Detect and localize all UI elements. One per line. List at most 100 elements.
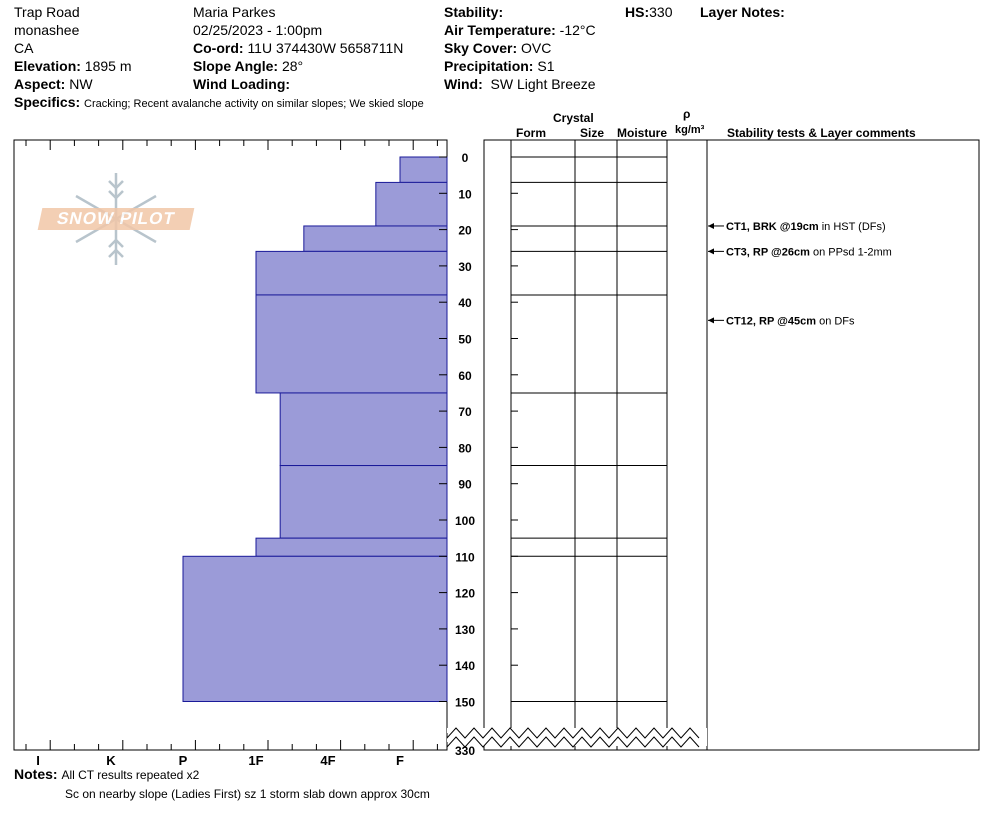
precipitation-value: S1 <box>537 58 555 74</box>
form-header: Form <box>516 126 546 140</box>
hardness-layer-bar <box>279 392 448 467</box>
slope-label: Slope Angle: <box>193 58 279 74</box>
layer-notes-label: Layer Notes: <box>700 4 785 20</box>
aspect-label: Aspect: <box>14 76 66 92</box>
region-name: CA <box>14 40 34 56</box>
axis-break-zigzag <box>446 736 700 749</box>
crystal-header: Crystal <box>553 111 594 125</box>
coord-field: Co-ord: 11U 374430W 5658711N <box>193 39 403 57</box>
hardness-tick-label: F <box>396 753 404 768</box>
test-comment: on PPsd 1-2mm <box>810 246 892 258</box>
hardness-layer-bar <box>255 250 448 296</box>
aspect-value: NW <box>69 76 93 92</box>
depth-tick-label: 0 <box>462 151 469 165</box>
specifics-label: Specifics: <box>14 94 81 110</box>
specifics-field: Specifics: Cracking; Recent avalanche ac… <box>14 94 424 110</box>
wind-field: Wind: SW Light Breeze <box>444 75 596 93</box>
hardness-layer-bar <box>399 156 448 183</box>
test-arrow-icon <box>708 222 714 229</box>
layer-table <box>446 139 980 751</box>
hardness-layer-bar <box>279 465 448 539</box>
aspect-field: Aspect: NW <box>14 75 93 93</box>
hardness-tick-label: 4F <box>320 753 335 768</box>
notes-label: Notes: <box>14 766 58 782</box>
depth-tick-label: 70 <box>458 405 472 419</box>
stability-test-label: CT3, RP @26cm on PPsd 1-2mm <box>726 246 892 258</box>
hardness-layer-bar <box>375 181 448 227</box>
test-result: CT1, BRK @19cm <box>726 221 819 233</box>
air-temp-value: -12°C <box>559 22 596 38</box>
observation-datetime: 02/25/2023 - 1:00pm <box>193 22 323 38</box>
notes-field: Notes: All CT results repeated x2 <box>14 766 199 782</box>
hardness-layer-bar <box>303 225 448 252</box>
wind-loading-label: Wind Loading: <box>193 76 291 92</box>
wind-label: Wind: <box>444 76 483 92</box>
test-arrow-icon <box>708 317 714 324</box>
notes-line-1: All CT results repeated x2 <box>61 768 200 782</box>
test-result: CT3, RP @26cm <box>726 246 810 258</box>
stability-field: Stability: <box>444 3 503 21</box>
depth-tick-label: 100 <box>455 514 475 528</box>
depth-tick-label: 140 <box>455 659 475 673</box>
test-result: CT12, RP @45cm <box>726 315 816 327</box>
hardness-tick-label: 1F <box>248 753 263 768</box>
wind-value: SW Light Breeze <box>490 76 596 92</box>
slope-value: 28° <box>281 58 304 74</box>
test-comment: on DFs <box>816 315 855 327</box>
hardness-layer-bar <box>255 537 448 557</box>
depth-tick-label: 50 <box>458 333 472 347</box>
test-arrow-icon <box>708 248 714 255</box>
stability-tests-header: Stability tests & Layer comments <box>727 126 916 140</box>
depth-tick-label: 150 <box>455 696 475 710</box>
depth-tick-label: 130 <box>455 623 475 637</box>
depth-tick-label: 110 <box>455 550 475 564</box>
observer-name: Maria Parkes <box>193 4 276 20</box>
precipitation-field: Precipitation: S1 <box>444 57 554 75</box>
snowpilot-logo-text: SNOW PILOT <box>37 208 195 230</box>
stability-test-label: CT1, BRK @19cm in HST (DFs) <box>726 221 886 233</box>
depth-tick-label: 40 <box>458 296 472 310</box>
coord-value: 11U 374430W 5658711N <box>247 40 404 56</box>
hardness-layer-bar <box>182 555 448 702</box>
axis-break-zigzag <box>446 727 700 740</box>
range-name: monashee <box>14 22 80 38</box>
hardness-profile-panel: I K P 1F 4F F <box>13 139 448 768</box>
air-temp-label: Air Temperature: <box>444 22 556 38</box>
layer-table-frame <box>483 139 980 751</box>
axis-break-mask <box>447 728 707 746</box>
slope-field: Slope Angle: 28° <box>193 57 303 75</box>
sky-cover-value: OVC <box>521 40 552 56</box>
depth-tick-label: 120 <box>455 587 475 601</box>
elevation-field: Elevation: 1895 m <box>14 57 132 75</box>
hardness-tick-label: K <box>106 753 116 768</box>
location-name: Trap Road <box>14 4 80 20</box>
hardness-tick-label: I <box>36 753 40 768</box>
moisture-header: Moisture <box>617 126 668 140</box>
wind-loading-field: Wind Loading: <box>193 75 290 93</box>
density-unit-header: kg/m³ <box>675 124 705 136</box>
depth-bottom-label: 330 <box>455 744 475 758</box>
hs-field: HS:330 <box>625 3 672 21</box>
rho-header: ρ <box>683 107 691 121</box>
elevation-label: Elevation: <box>14 58 81 74</box>
specifics-value: Cracking; Recent avalanche activity on s… <box>84 98 424 110</box>
coord-label: Co-ord: <box>193 40 244 56</box>
notes-line-2: Sc on nearby slope (Ladies First) sz 1 s… <box>65 787 430 801</box>
test-comment: in HST (DFs) <box>819 221 886 233</box>
sky-cover-field: Sky Cover: OVC <box>444 39 551 57</box>
precipitation-label: Precipitation: <box>444 58 534 74</box>
depth-tick-label: 10 <box>458 187 472 201</box>
stability-test-label: CT12, RP @45cm on DFs <box>726 315 855 327</box>
depth-tick-label: 20 <box>458 224 472 238</box>
size-header: Size <box>580 126 605 140</box>
hs-value: 330 <box>649 4 673 20</box>
elevation-value: 1895 m <box>84 58 132 74</box>
hardness-tick-label: P <box>179 753 188 768</box>
sky-cover-label: Sky Cover: <box>444 40 518 56</box>
hs-label: HS: <box>625 4 650 20</box>
hardness-layer-bar <box>255 294 448 394</box>
depth-tick-label: 80 <box>458 441 472 455</box>
depth-tick-label: 90 <box>458 478 472 492</box>
stability-label: Stability: <box>444 4 504 20</box>
